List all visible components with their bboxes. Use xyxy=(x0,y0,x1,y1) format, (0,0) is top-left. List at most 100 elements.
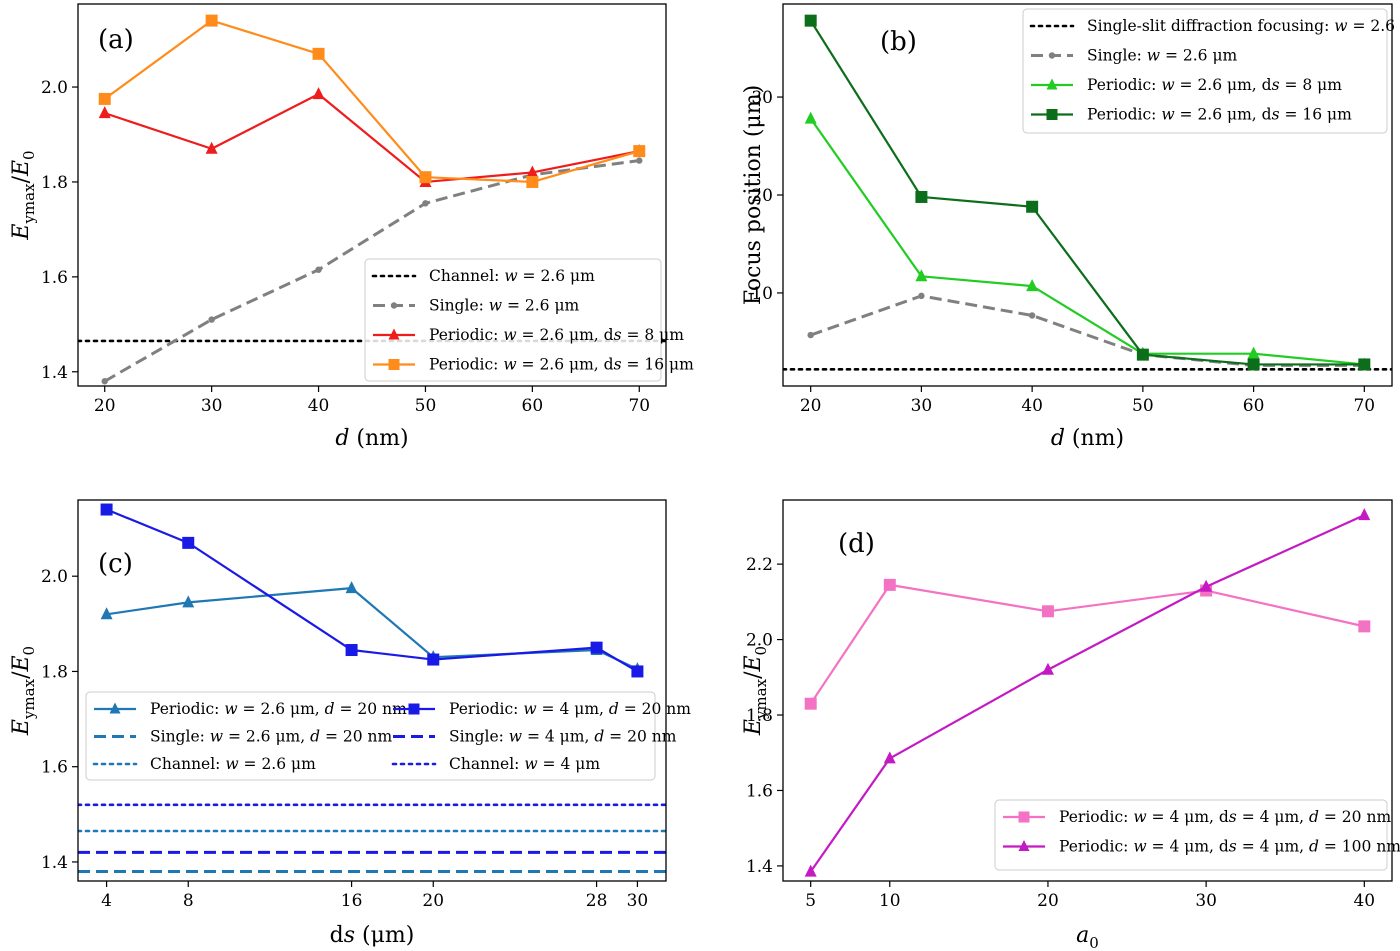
x-tick-label: 8 xyxy=(183,891,194,911)
x-tick-label: 28 xyxy=(586,891,608,911)
chart-panel-d: 5 10 20 30 40 1.4 1.6 1.8 2.0 2.2 (d) a0 Eymax/E0 Per… xyxy=(741,499,1400,951)
x-tick-label: 5 xyxy=(805,891,816,911)
data-point xyxy=(636,157,643,164)
chart-panel-b: 20 30 40 50 60 70 10 20 30 (b) d (nm) Focus positio… xyxy=(741,3,1400,451)
plot-area xyxy=(78,14,666,385)
legend-label: Single-slit diffraction focusing: w = 2.… xyxy=(1087,17,1400,35)
legend-label: Periodic: w = 2.6 μm, ds = 8 μm xyxy=(429,326,684,344)
data-point xyxy=(526,175,539,188)
chart-panel-c: 4 8 16 20 28 30 1.4 1.6 1.8 2.0 (c) ds (μm) Eymax/E0… xyxy=(9,499,691,948)
legend-item: Periodic: w = 4 μm, ds = 4 μm, d = 100 n… xyxy=(1003,838,1400,856)
data-point xyxy=(422,200,429,207)
series-4 xyxy=(804,14,1371,371)
legend-swatch-marker xyxy=(1046,109,1058,120)
x-tick-label: 16 xyxy=(341,891,363,911)
legend-swatch-marker xyxy=(1046,78,1058,90)
legend-item: Periodic: w = 2.6 μm, ds = 16 μm xyxy=(1031,106,1352,124)
legend-item: Periodic: w = 2.6 μm, d = 20 nm xyxy=(94,700,407,718)
plot-area xyxy=(78,503,666,873)
data-point xyxy=(98,92,111,105)
x-tick-label: 40 xyxy=(308,396,330,416)
data-point xyxy=(312,87,325,100)
legend-label: Channel: w = 2.6 μm xyxy=(429,267,595,285)
x-tick-label: 50 xyxy=(415,396,437,416)
legend-item: Periodic: w = 2.6 μm, ds = 8 μm xyxy=(1031,76,1342,94)
series-line xyxy=(106,508,638,673)
x-tick-label: 70 xyxy=(1353,396,1375,416)
legend-label: Periodic: w = 2.6 μm, ds = 8 μm xyxy=(1087,76,1342,94)
data-point xyxy=(1200,579,1213,592)
x-tick-label: 20 xyxy=(800,396,822,416)
legend-label: Periodic: w = 4 μm, d = 20 nm xyxy=(449,700,691,718)
data-point xyxy=(205,14,218,27)
x-tick-label: 70 xyxy=(628,396,650,416)
data-point xyxy=(1358,508,1371,521)
x-tick-label: 30 xyxy=(201,396,223,416)
data-point xyxy=(315,266,322,273)
legend-item: Periodic: w = 4 μm, ds = 4 μm, d = 20 nm xyxy=(1003,808,1391,826)
panel-letter: (a) xyxy=(98,25,134,55)
series-1 xyxy=(804,578,1371,710)
data-point xyxy=(419,171,432,184)
legend-item: Single: w = 2.6 μm xyxy=(373,297,580,315)
plot-area xyxy=(783,14,1392,371)
y-tick-label: 1.8 xyxy=(41,173,68,193)
y-tick-label: 1.6 xyxy=(41,758,68,778)
x-tick-label: 60 xyxy=(1243,396,1265,416)
x-axis-label: a0 xyxy=(1076,923,1099,951)
legend-swatch-marker xyxy=(1048,52,1056,59)
data-point xyxy=(1026,279,1039,292)
legend-item: Channel: w = 2.6 μm xyxy=(371,267,595,285)
y-tick-label: 2.2 xyxy=(746,555,773,575)
legend-item: Single-slit diffraction focusing: w = 2.… xyxy=(1029,17,1400,35)
legend-label: Periodic: w = 2.6 μm, d = 20 nm xyxy=(150,700,407,718)
series-line xyxy=(104,19,640,184)
legend-item: Channel: w = 2.6 μm xyxy=(92,755,316,773)
series-3 xyxy=(98,87,646,187)
legend-label: Single: w = 2.6 μm xyxy=(1087,47,1238,65)
y-axis-label: Eymax/E0 xyxy=(9,150,38,240)
legend-swatch-marker xyxy=(408,703,420,715)
legend-label: Periodic: w = 4 μm, ds = 4 μm, d = 20 nm xyxy=(1059,808,1391,826)
data-point xyxy=(312,47,325,60)
legend-swatch-marker xyxy=(1018,811,1030,823)
y-axis-label: Eymax/E0 xyxy=(741,646,770,736)
y-tick-label: 2.0 xyxy=(41,78,68,98)
x-tick-label: 20 xyxy=(94,396,116,416)
x-tick-label: 20 xyxy=(422,891,444,911)
series-line xyxy=(106,587,638,671)
data-point xyxy=(807,331,814,339)
series-4 xyxy=(98,14,646,188)
y-tick-label: 1.4 xyxy=(746,857,773,877)
data-point xyxy=(804,14,817,27)
x-tick-label: 40 xyxy=(1021,396,1043,416)
data-point xyxy=(590,641,603,654)
y-tick-label: 10 xyxy=(751,284,773,304)
series-line xyxy=(810,294,1365,367)
legend-item: Periodic: w = 2.6 μm, ds = 16 μm xyxy=(373,356,694,374)
plot-area xyxy=(804,508,1371,877)
data-point xyxy=(427,653,440,666)
legend-label: Single: w = 4 μm, d = 20 nm xyxy=(449,728,677,746)
y-tick-label: 1.6 xyxy=(746,781,773,801)
panel-letter: (b) xyxy=(880,27,917,57)
data-point xyxy=(1041,662,1054,675)
legend-box xyxy=(85,691,656,781)
legend-swatch-marker xyxy=(388,359,400,370)
axes-frame xyxy=(782,3,1393,387)
data-point xyxy=(633,145,646,158)
series-1 xyxy=(100,581,644,675)
series-line xyxy=(809,117,1365,366)
y-tick-label: 1.8 xyxy=(746,706,773,726)
data-point xyxy=(804,697,817,710)
data-point xyxy=(182,536,195,549)
x-tick-label: 10 xyxy=(879,891,901,911)
y-tick-label: 1.4 xyxy=(41,363,68,383)
legend-swatch-marker xyxy=(1018,840,1030,851)
x-tick-label: 20 xyxy=(1037,891,1059,911)
legend-item: Channel: w = 4 μm xyxy=(391,755,600,773)
data-point xyxy=(100,503,113,516)
data-point xyxy=(883,578,896,591)
legend: Single-slit diffraction focusing: w = 2.… xyxy=(1022,8,1400,134)
